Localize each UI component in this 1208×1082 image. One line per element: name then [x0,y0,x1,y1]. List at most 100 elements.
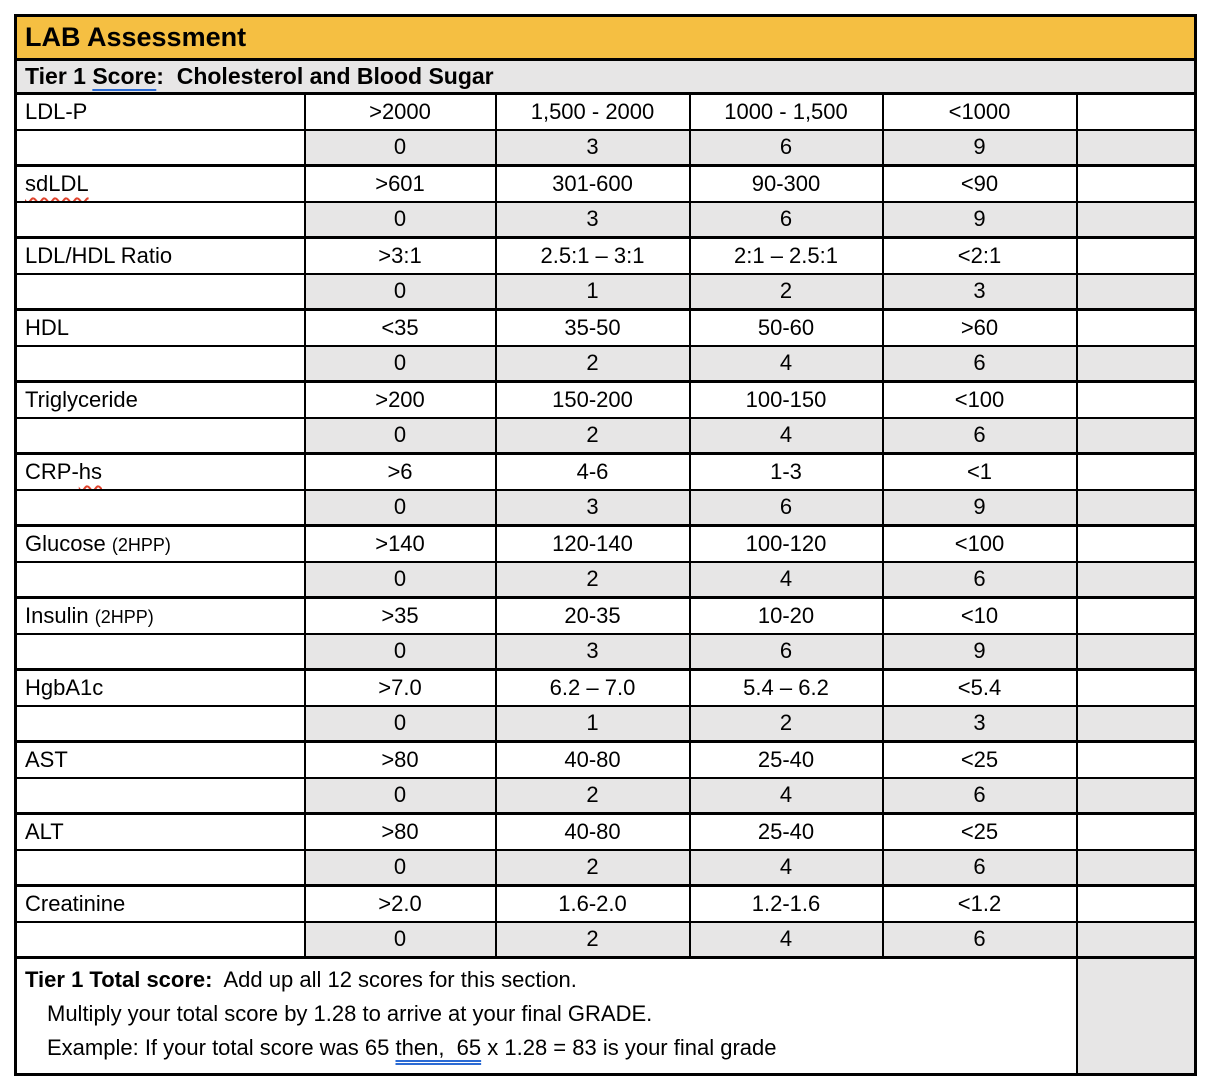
blank-name-cell [14,776,306,815]
range-cell: 90-300 [688,164,884,203]
score-cell: 2 [494,560,691,599]
range-cell: 25-40 [688,740,884,779]
footer-text: x 1.28 = 83 is your final grade [481,1035,777,1060]
test-name-text: HgbA1c [25,674,104,700]
total-score-label: Tier 1 Total score: [25,967,213,992]
range-cell: 1000 - 1,500 [688,92,884,131]
table-title-row: LAB Assessment [14,14,1197,61]
test-name-text: Insulin [25,602,95,628]
test-range-row: Glucose (2HPP) >140 120-140 100-120 <100 [14,524,1197,563]
score-cell: 9 [881,128,1078,167]
page-title: LAB Assessment [14,14,1197,61]
test-name-cell: Triglyceride [14,380,306,419]
test-name-text: ALT [25,818,64,844]
test-name-spellcheck-word: sdLDL [25,170,89,196]
score-entry-cell[interactable] [1075,632,1197,671]
score-entry-cell[interactable] [1075,272,1197,311]
range-entry-cell[interactable] [1075,380,1197,419]
score-cell: 0 [303,776,497,815]
score-cell: 6 [688,128,884,167]
range-cell: <100 [881,524,1078,563]
range-cell: >6 [303,452,497,491]
range-entry-cell[interactable] [1075,452,1197,491]
range-cell: <1000 [881,92,1078,131]
score-entry-cell[interactable] [1075,128,1197,167]
score-cell: 3 [881,272,1078,311]
range-entry-cell[interactable] [1075,596,1197,635]
range-cell: 120-140 [494,524,691,563]
score-entry-cell[interactable] [1075,848,1197,887]
test-range-row: Creatinine >2.0 1.6-2.0 1.2-1.6 <1.2 [14,884,1197,923]
blank-name-cell [14,488,306,527]
test-name-cell: LDL-P [14,92,306,131]
test-name-text: HDL [25,314,70,340]
score-entry-cell[interactable] [1075,920,1197,959]
range-entry-cell[interactable] [1075,812,1197,851]
range-entry-cell[interactable] [1075,308,1197,347]
score-cell: 4 [688,920,884,959]
score-entry-cell[interactable] [1075,416,1197,455]
score-cell: 2 [494,920,691,959]
score-entry-cell[interactable] [1075,560,1197,599]
score-entry-cell[interactable] [1075,776,1197,815]
score-entry-cell[interactable] [1075,200,1197,239]
blank-name-cell [14,560,306,599]
score-entry-cell[interactable] [1075,344,1197,383]
range-cell: 20-35 [494,596,691,635]
range-cell: >200 [303,380,497,419]
blank-name-cell [14,272,306,311]
section-header-grammar-marked-word: Score [92,63,157,89]
range-cell: 2.5:1 – 3:1 [494,236,691,275]
range-entry-cell[interactable] [1075,740,1197,779]
test-name-spellcheck-word: hs [78,458,103,484]
score-cell: 6 [881,560,1078,599]
total-score-entry-cell[interactable] [1075,956,1197,1076]
blank-name-cell [14,128,306,167]
blank-name-cell [14,416,306,455]
score-cell: 1 [494,272,691,311]
range-cell: >7.0 [303,668,497,707]
range-cell: 1,500 - 2000 [494,92,691,131]
test-range-row: LDL/HDL Ratio >3:1 2.5:1 – 3:1 2:1 – 2.5:1 <… [14,236,1197,275]
range-entry-cell[interactable] [1075,884,1197,923]
score-entry-cell[interactable] [1075,488,1197,527]
footer-text: Multiply your total score by 1.28 to arr… [47,1001,653,1026]
score-cell: 1 [494,704,691,743]
range-cell: <100 [881,380,1078,419]
section-header-row: Tier 1 Score: Cholesterol and Blood Suga… [14,58,1197,95]
range-entry-cell[interactable] [1075,524,1197,563]
score-entry-cell[interactable] [1075,704,1197,743]
footer-text: Example: If your total score was 65 [47,1035,396,1060]
range-cell: 1.6-2.0 [494,884,691,923]
score-cell: 0 [303,128,497,167]
test-name-cell: ALT [14,812,306,851]
test-range-row: AST >80 40-80 25-40 <25 [14,740,1197,779]
range-cell: <25 [881,740,1078,779]
range-cell: 100-150 [688,380,884,419]
score-cell: 0 [303,920,497,959]
score-cell: 4 [688,344,884,383]
range-entry-cell[interactable] [1075,92,1197,131]
range-cell: 40-80 [494,812,691,851]
range-entry-cell[interactable] [1075,668,1197,707]
range-entry-cell[interactable] [1075,164,1197,203]
range-cell: 6.2 – 7.0 [494,668,691,707]
range-cell: 50-60 [688,308,884,347]
test-name-cell: Glucose (2HPP) [14,524,306,563]
range-cell: 2:1 – 2.5:1 [688,236,884,275]
lab-rows: LDL-P >2000 1,500 - 2000 1000 - 1,500 <1000 0… [14,92,1197,959]
range-entry-cell[interactable] [1075,236,1197,275]
score-cell: 3 [494,632,691,671]
blank-name-cell [14,344,306,383]
range-cell: 40-80 [494,740,691,779]
score-cell: 2 [494,416,691,455]
test-range-row: CRP-hs >6 4-6 1-3 <1 [14,452,1197,491]
footer-grammar-marked-text: then, 65 [395,1035,482,1060]
range-cell: 150-200 [494,380,691,419]
